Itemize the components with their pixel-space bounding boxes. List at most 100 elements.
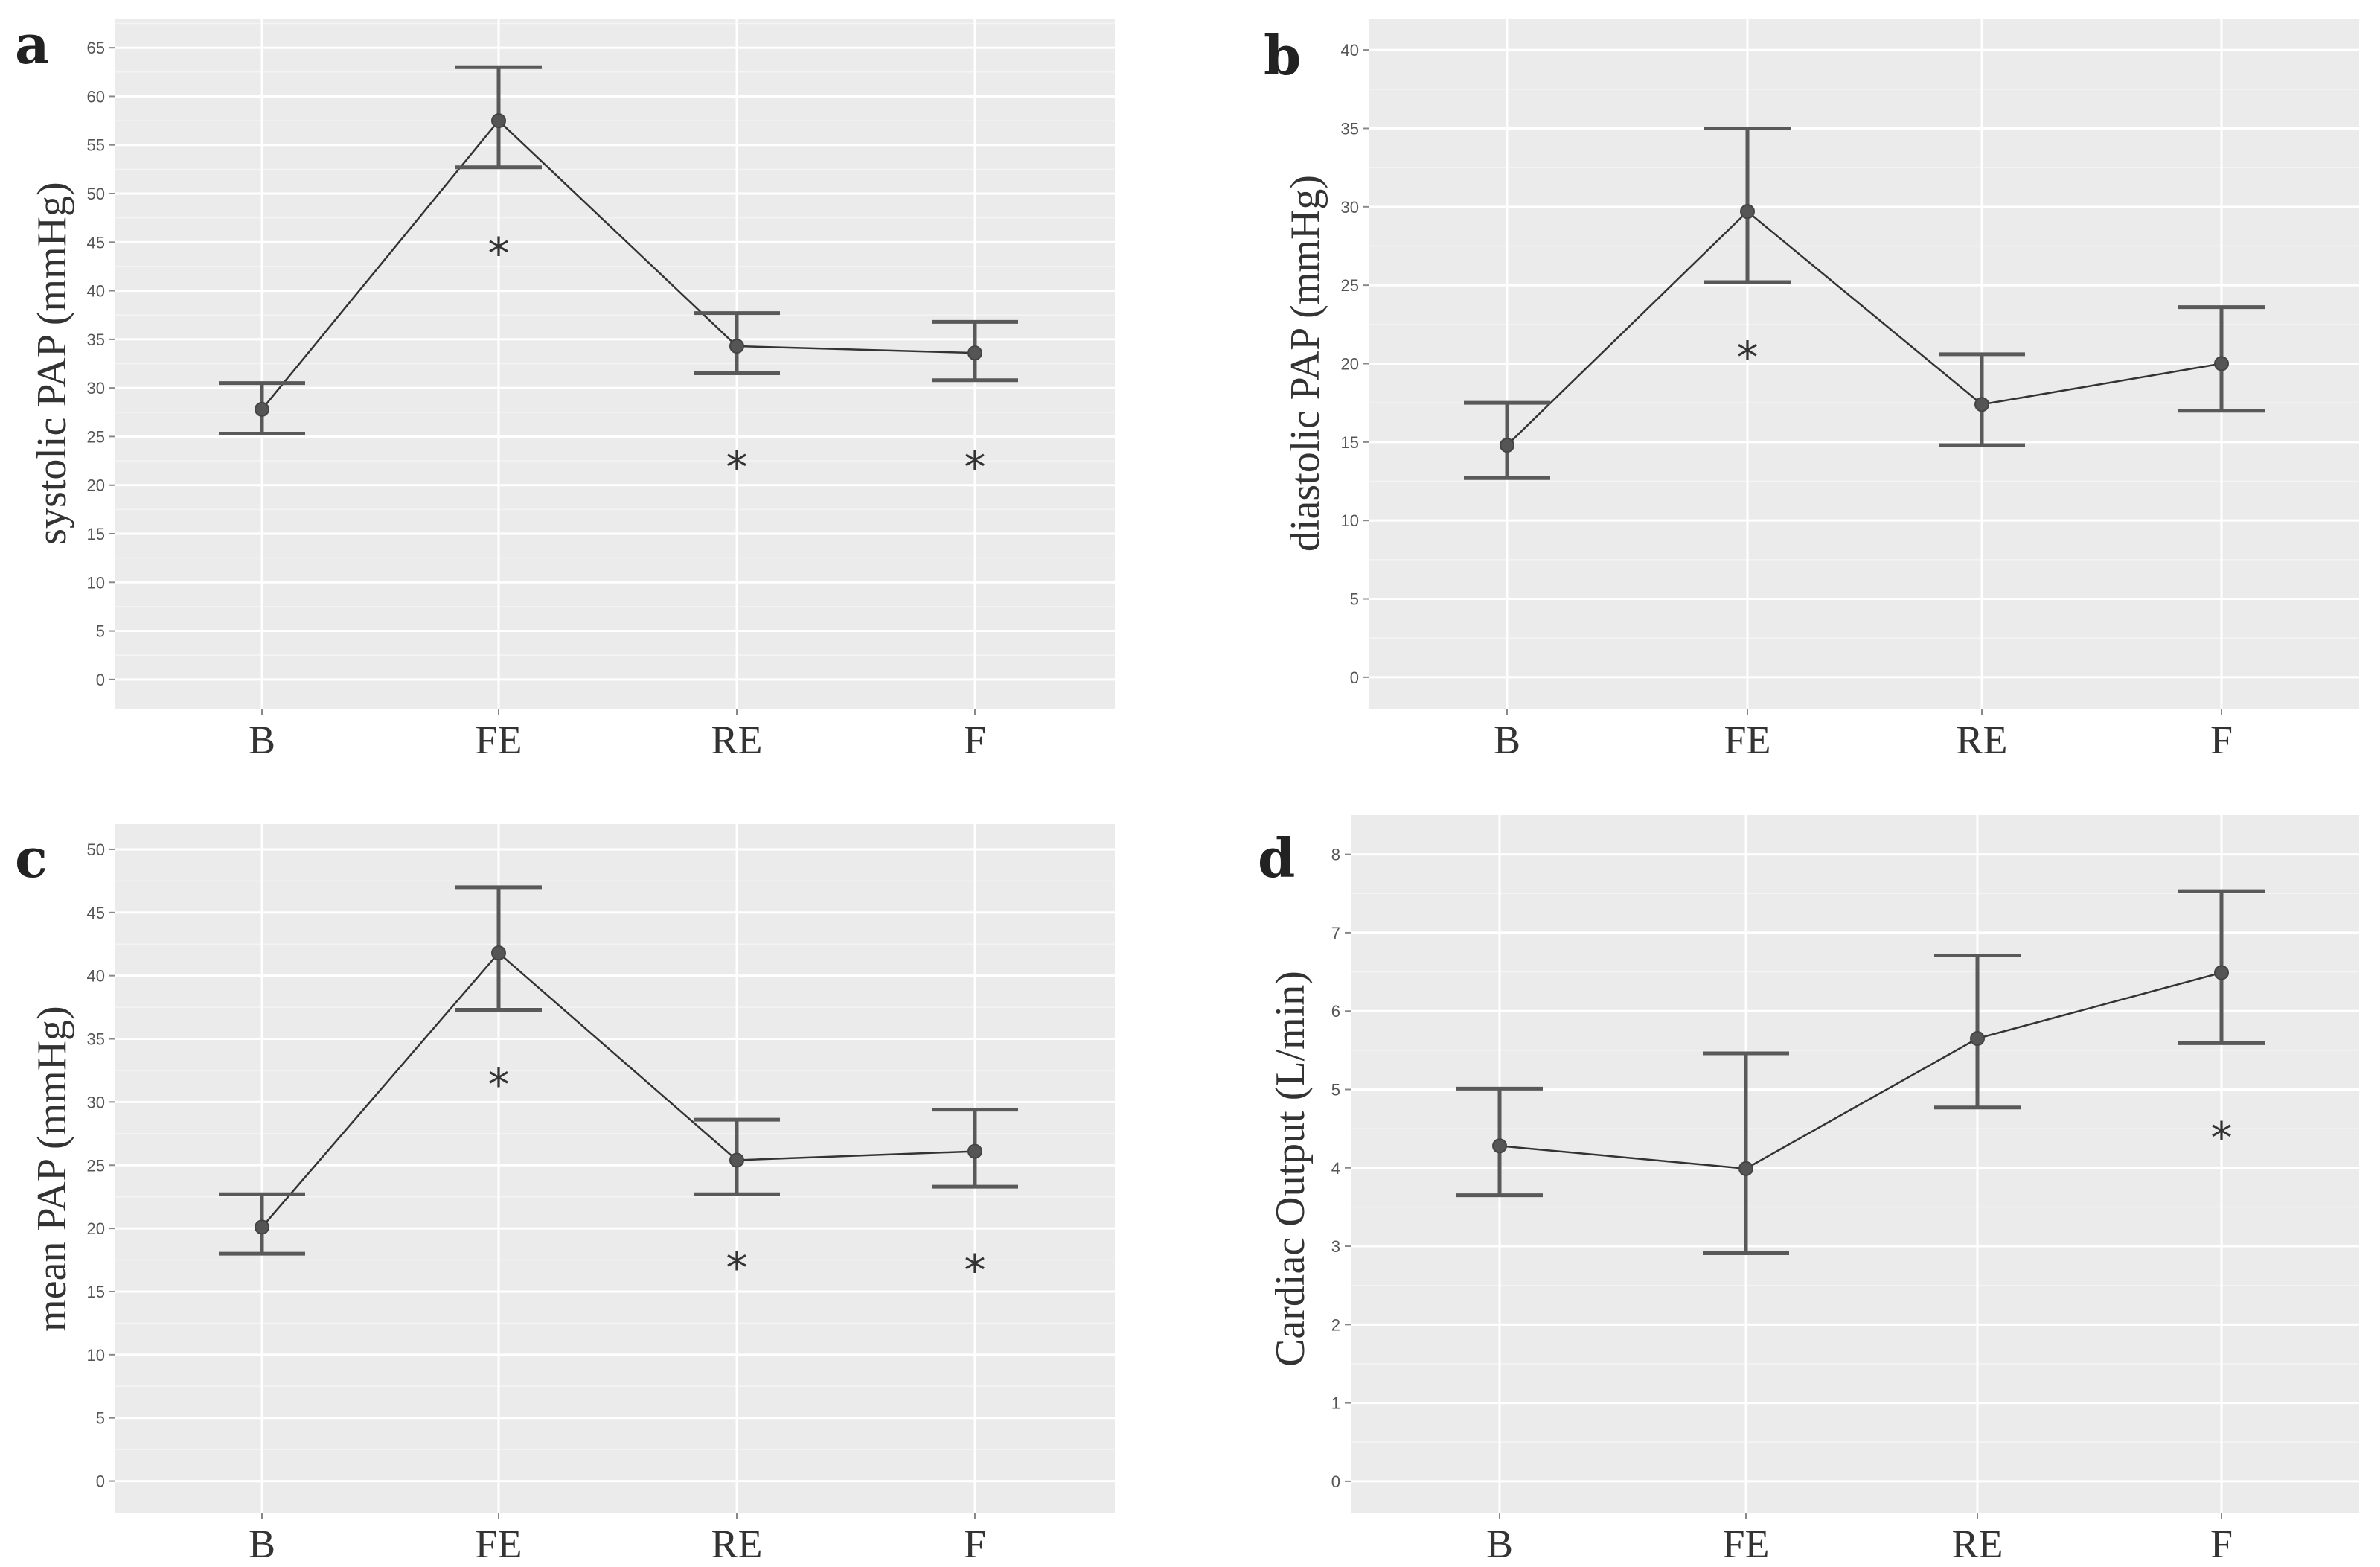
y-tick-label: 45 <box>87 904 105 922</box>
series-line <box>261 951 976 1228</box>
y-tick-label: 5 <box>96 622 105 641</box>
y-axis-title: Cardiac Output (L/min) <box>1267 971 1314 1367</box>
panel-label: b <box>1264 24 1301 87</box>
data-point <box>491 113 506 129</box>
data-point <box>1974 397 1989 412</box>
y-tick-label: 20 <box>1341 355 1359 374</box>
y-tick-label: 55 <box>87 136 105 155</box>
data-point <box>1492 1138 1507 1154</box>
data-point <box>2214 356 2229 371</box>
data-point <box>1738 1161 1753 1176</box>
significance-asterisk: * <box>965 442 986 493</box>
y-tick-label: 40 <box>87 282 105 301</box>
y-tick-label: 15 <box>1341 433 1359 452</box>
significance-asterisk: * <box>488 228 510 278</box>
y-tick-label: 2 <box>1331 1315 1340 1334</box>
x-tick-label: F <box>2210 718 2233 762</box>
x-tick-label: FE <box>475 718 522 762</box>
y-tick-label: 15 <box>87 525 105 543</box>
y-tick-label: 30 <box>87 1093 105 1111</box>
x-tick-label: B <box>1486 1522 1513 1566</box>
x-tick-label: RE <box>711 1522 762 1566</box>
y-tick-label: 40 <box>1341 41 1359 60</box>
data-point <box>967 345 982 361</box>
series-line <box>1506 210 2222 446</box>
y-tick-label: 0 <box>96 1472 105 1491</box>
significance-asterisk: * <box>2211 1113 2233 1164</box>
y-tick-label: 5 <box>1350 590 1359 609</box>
plot-background <box>1351 815 2359 1513</box>
y-tick-label: 0 <box>1350 668 1359 687</box>
y-axis-title: diastolic PAP (mmHg) <box>1282 175 1328 552</box>
y-tick-label: 0 <box>96 671 105 689</box>
chart-panel-a: 0 5 10 15 20 25 30 35 40 45 50 55 60 65 B FE RE F * * * systo… <box>15 13 1115 762</box>
y-tick-label: 60 <box>87 87 105 106</box>
significance-asterisk: * <box>965 1245 986 1295</box>
y-tick-label: 3 <box>1331 1237 1340 1256</box>
series-line <box>1499 971 2222 1170</box>
y-tick-label: 25 <box>87 427 105 446</box>
panel-label: a <box>15 13 50 76</box>
y-tick-label: 10 <box>87 573 105 592</box>
panel-label: d <box>1258 826 1295 890</box>
y-tick-label: 30 <box>87 379 105 398</box>
y-tick-label: 65 <box>87 39 105 57</box>
significance-asterisk: * <box>726 1242 748 1293</box>
plot-background <box>115 824 1115 1513</box>
y-tick-label: 20 <box>87 476 105 495</box>
chart-panel-d: 0 1 2 3 4 5 6 7 8 B FE RE F * Cardiac Output (L/min) d <box>1258 815 2359 1566</box>
y-tick-label: 40 <box>87 967 105 986</box>
x-tick-label: FE <box>475 1522 522 1566</box>
chart-panel-b: 0 5 10 15 20 25 30 35 40 B FE RE F * diastolic PAP (mm… <box>1264 19 2359 762</box>
x-tick-label: B <box>249 1522 275 1566</box>
y-tick-label: 25 <box>1341 276 1359 295</box>
data-point <box>255 1219 269 1235</box>
data-point <box>491 945 506 961</box>
y-tick-label: 35 <box>87 331 105 349</box>
x-tick-label: RE <box>711 718 762 762</box>
x-tick-label: B <box>249 718 275 762</box>
error-bar <box>1703 1051 1789 1256</box>
y-tick-label: 35 <box>1341 119 1359 138</box>
y-tick-label: 7 <box>1331 924 1340 942</box>
significance-asterisk: * <box>488 1059 510 1110</box>
data-point <box>1970 1031 1985 1047</box>
y-tick-label: 20 <box>87 1219 105 1238</box>
y-tick-label: 50 <box>87 840 105 859</box>
y-tick-label: 4 <box>1331 1159 1340 1178</box>
data-point <box>729 1152 744 1168</box>
x-tick-label: F <box>964 1522 986 1566</box>
y-axis-title: mean PAP (mmHg) <box>29 1006 75 1332</box>
data-point <box>729 338 744 354</box>
y-tick-label: 15 <box>87 1283 105 1301</box>
y-tick-label: 30 <box>1341 198 1359 217</box>
y-tick-label: 50 <box>87 185 105 203</box>
y-tick-label: 10 <box>1341 511 1359 530</box>
significance-asterisk: * <box>726 442 748 493</box>
x-tick-label: RE <box>1956 718 2007 762</box>
x-tick-label: RE <box>1951 1522 2003 1566</box>
data-point <box>1500 438 1514 453</box>
panel-label: c <box>15 826 48 890</box>
data-point <box>1740 204 1755 220</box>
data-point <box>255 401 269 417</box>
y-tick-label: 0 <box>1331 1472 1340 1491</box>
y-tick-label: 5 <box>96 1409 105 1428</box>
y-tick-label: 6 <box>1331 1002 1340 1021</box>
y-tick-label: 45 <box>87 233 105 252</box>
data-point <box>2214 965 2229 980</box>
y-tick-label: 35 <box>87 1030 105 1049</box>
x-tick-label: F <box>2210 1522 2233 1566</box>
y-tick-label: 5 <box>1331 1080 1340 1099</box>
y-tick-label: 10 <box>87 1346 105 1365</box>
x-tick-label: FE <box>1722 1522 1769 1566</box>
y-tick-label: 8 <box>1331 846 1340 864</box>
data-point <box>967 1143 982 1159</box>
x-tick-label: B <box>1494 718 1520 762</box>
x-tick-label: F <box>964 718 986 762</box>
y-tick-label: 1 <box>1331 1394 1340 1413</box>
x-tick-label: FE <box>1724 718 1770 762</box>
chart-panel-c: 0 5 10 15 20 25 30 35 40 45 50 B FE RE F * * * mean PAP (m… <box>15 824 1115 1566</box>
y-tick-label: 25 <box>87 1156 105 1175</box>
